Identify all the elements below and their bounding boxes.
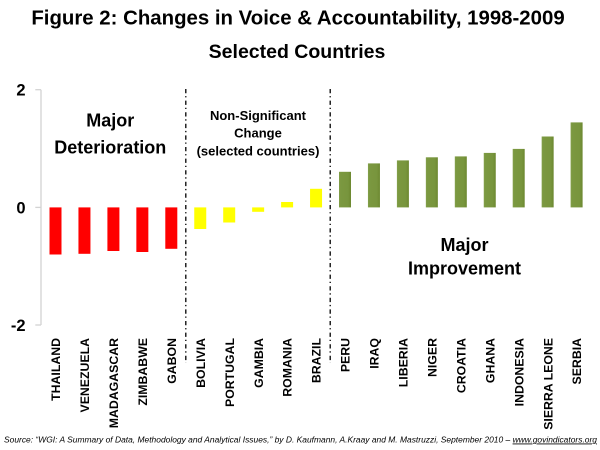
- svg-text:THAILAND: THAILAND: [49, 338, 63, 401]
- svg-text:Source: “WGI: A Summary of Dat: Source: “WGI: A Summary of Data, Methodo…: [4, 435, 597, 445]
- svg-text:Non-Significant: Non-Significant: [210, 108, 307, 123]
- svg-text:GHANA: GHANA: [483, 338, 497, 383]
- svg-text:VENEZUELA: VENEZUELA: [78, 338, 92, 413]
- svg-text:Figure 2: Changes in Voice & A: Figure 2: Changes in Voice & Accountabil…: [31, 8, 564, 30]
- svg-text:Major: Major: [86, 111, 134, 131]
- svg-text:MADAGASCAR: MADAGASCAR: [107, 338, 121, 428]
- svg-text:NIGER: NIGER: [425, 338, 439, 377]
- svg-text:2: 2: [16, 82, 25, 100]
- svg-text:BOLIVIA: BOLIVIA: [194, 338, 208, 388]
- svg-text:Major: Major: [440, 235, 488, 255]
- svg-text:-2: -2: [11, 317, 26, 335]
- svg-text:(selected countries): (selected countries): [197, 143, 320, 158]
- svg-text:0: 0: [16, 199, 25, 217]
- svg-text:Selected Countries: Selected Countries: [209, 41, 386, 63]
- svg-text:PERU: PERU: [339, 338, 353, 372]
- svg-text:LIBERIA: LIBERIA: [397, 338, 411, 387]
- svg-text:Change: Change: [234, 126, 282, 141]
- svg-text:GAMBIA: GAMBIA: [252, 338, 266, 388]
- svg-text:GABON: GABON: [165, 338, 179, 384]
- svg-text:INDONESIA: INDONESIA: [512, 338, 526, 406]
- svg-text:CROATIA: CROATIA: [454, 338, 468, 393]
- svg-text:ROMANIA: ROMANIA: [281, 338, 295, 397]
- svg-text:Improvement: Improvement: [408, 259, 521, 279]
- svg-text:IRAQ: IRAQ: [368, 338, 382, 369]
- svg-text:SIERRA LEONE: SIERRA LEONE: [541, 338, 555, 430]
- svg-text:PORTUGAL: PORTUGAL: [223, 338, 237, 407]
- svg-text:ZIMBABWE: ZIMBABWE: [136, 338, 150, 406]
- svg-text:Deterioration: Deterioration: [54, 137, 166, 157]
- svg-text:BRAZIL: BRAZIL: [310, 338, 324, 384]
- svg-text:SERBIA: SERBIA: [570, 338, 584, 385]
